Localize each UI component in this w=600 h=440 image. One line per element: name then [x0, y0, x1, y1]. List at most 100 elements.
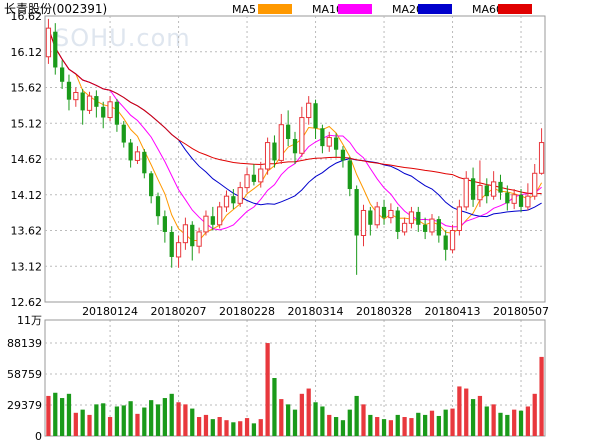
candle-body-down — [518, 194, 524, 207]
candle-body-down — [381, 206, 387, 218]
candle-body-down — [286, 124, 291, 139]
volume-bar-up — [429, 410, 435, 436]
volume-bar-up — [87, 414, 92, 436]
volume-bar-down — [381, 419, 387, 436]
volume-bar-up — [258, 419, 263, 436]
candle-body-up — [532, 172, 538, 197]
candle-body-up — [525, 195, 531, 208]
candle-body-up — [278, 124, 284, 161]
candle-body-up — [306, 102, 312, 119]
volume-bar-down — [162, 398, 167, 436]
volume-bar-up — [217, 417, 222, 436]
volume-bar-up — [46, 395, 51, 436]
candle-body-up — [429, 218, 435, 233]
volume-bar-up — [203, 414, 209, 436]
price-tick-label: 12.62 — [11, 296, 43, 309]
price-tick-label: 16.12 — [11, 46, 43, 59]
candle-body-up — [182, 224, 189, 244]
candle-body-up — [237, 187, 243, 204]
legend-label-ma10: MA10 — [312, 3, 343, 16]
volume-bar-up — [238, 421, 243, 436]
candle-body-down — [505, 192, 510, 204]
candle-body-down — [320, 128, 325, 147]
price-tick-label: 15.62 — [11, 82, 43, 95]
candle-body-up — [538, 142, 545, 174]
candle-body-up — [73, 92, 79, 101]
legend-label-ma20: MA20 — [392, 3, 423, 16]
candle-body-up — [388, 209, 394, 219]
candle-body-down — [340, 149, 346, 161]
candle-body-down — [443, 235, 448, 250]
volume-bar-up — [183, 404, 188, 436]
volume-bar-up — [402, 417, 407, 436]
candle-body-up — [107, 101, 113, 119]
candle-body-up — [223, 195, 230, 208]
candle-body-down — [66, 81, 72, 100]
volume-bar-down — [190, 408, 195, 436]
volume-tick-label: 58759 — [7, 368, 42, 381]
candle-body-up — [86, 95, 93, 111]
volume-bar-down — [470, 399, 476, 436]
volume-bar-up — [306, 388, 311, 436]
candle-body-down — [60, 67, 65, 82]
volume-bar-down — [149, 400, 154, 436]
volume-bar-down — [333, 417, 339, 436]
date-tick-label: 20180314 — [288, 305, 344, 318]
volume-tick-label: 0 — [35, 430, 42, 440]
date-tick-label: 20180507 — [493, 305, 549, 318]
price-tick-label: 13.12 — [11, 260, 43, 273]
volume-bar-up — [196, 417, 202, 436]
volume-bar-down — [142, 407, 147, 436]
volume-bar-down — [231, 422, 236, 436]
sohu-watermark: SOHU.com — [54, 24, 191, 52]
volume-bar-down — [53, 392, 58, 436]
candle-body-up — [217, 206, 223, 226]
candle-body-down — [292, 138, 298, 154]
candle-body-up — [374, 206, 380, 226]
price-tick-label: 15.12 — [11, 117, 43, 130]
candle-body-up — [299, 117, 305, 154]
volume-bar-up — [224, 420, 229, 436]
volume-bar-down — [292, 409, 298, 436]
candle-body-down — [333, 137, 339, 150]
candle-body-down — [368, 210, 373, 225]
candle-body-down — [423, 224, 428, 232]
candle-body-up — [196, 231, 202, 247]
candle-body-down — [155, 196, 161, 217]
candle-body-up — [134, 151, 141, 161]
candle-body-up — [244, 174, 250, 189]
candle-body-down — [114, 101, 120, 125]
candle-body-down — [210, 216, 215, 225]
volume-bar-up — [279, 399, 284, 436]
candle-body-up — [326, 137, 332, 147]
volume-bar-up — [107, 417, 113, 436]
candle-body-down — [149, 173, 154, 197]
volume-bar-up — [539, 356, 544, 436]
volume-bar-up — [464, 388, 469, 436]
date-tick-label: 20180124 — [82, 305, 138, 318]
volume-bar-down — [436, 415, 441, 436]
candle-body-down — [313, 103, 318, 129]
volume-bar-up — [135, 413, 140, 436]
candle-body-down — [416, 211, 421, 225]
volume-bar-up — [409, 418, 414, 436]
candle-body-up — [401, 222, 408, 233]
candle-body-down — [121, 124, 126, 143]
volume-bar-down — [251, 423, 257, 436]
volume-bar-down — [286, 404, 291, 436]
candle-body-down — [436, 219, 441, 236]
candle-body-up — [511, 194, 517, 204]
volume-bar-up — [525, 406, 530, 436]
volume-bar-down — [60, 398, 65, 436]
legend-label-ma60: MA60 — [472, 3, 503, 16]
volume-bar-up — [327, 414, 332, 436]
candle-body-up — [203, 215, 209, 233]
price-tick-label: 13.62 — [11, 225, 43, 238]
volume-bar-down — [94, 404, 99, 436]
volume-bar-up — [375, 417, 380, 436]
volume-bar-up — [477, 395, 483, 436]
volume-tick-label: 88139 — [7, 337, 42, 350]
volume-bar-up — [512, 409, 517, 436]
candle-body-down — [80, 92, 85, 111]
legend-swatch-ma10 — [338, 4, 372, 14]
